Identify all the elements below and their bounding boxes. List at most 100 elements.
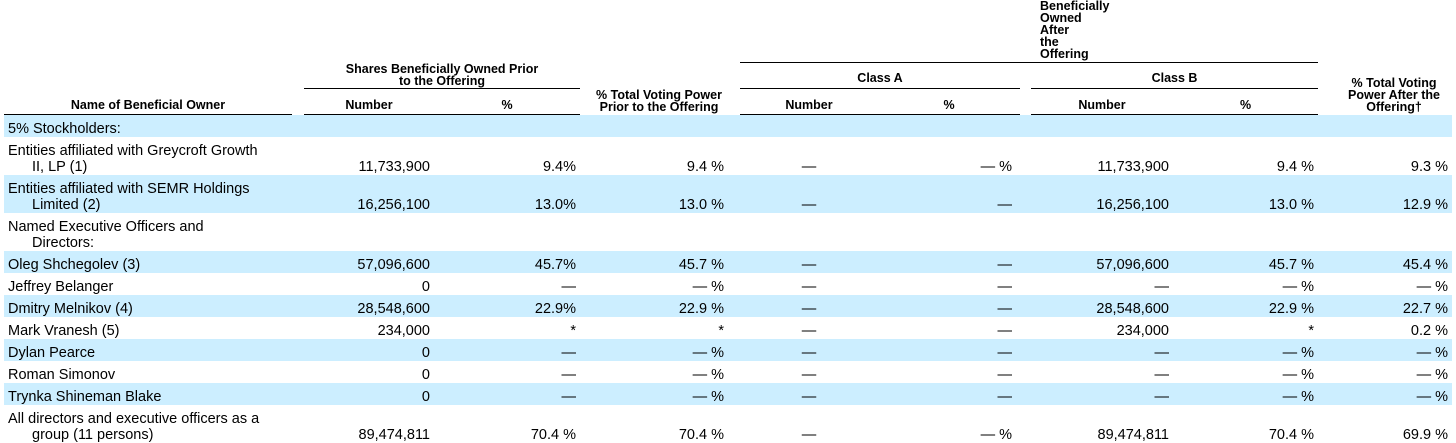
owner-name-cell: Trynka Shineman Blake <box>4 382 292 405</box>
owner-name-cell: Named Executive Officers and Directors: <box>4 213 292 251</box>
class-b-number-cell: — <box>1154 366 1170 383</box>
spacer-cell <box>580 137 590 175</box>
voting-prior-cell: — % <box>692 278 724 295</box>
table-body: 5% Stockholders: Entities affiliated with… <box>4 114 1453 443</box>
after-offering-group-header: Beneficially Owned After the Offering <box>740 0 1319 63</box>
spacer-cell <box>728 338 740 361</box>
class-b-percent-cell: 22.9 % <box>1173 294 1319 317</box>
prior-number-cell: 0 <box>304 382 434 405</box>
owner-name: All directors and executive officers as … <box>8 410 260 427</box>
spacer-cell <box>1318 174 1329 213</box>
prior-percent-cell <box>434 213 580 251</box>
prior-percent-cell: — <box>561 278 577 295</box>
prior-percent-cell: — <box>434 338 580 361</box>
voting-after-cell <box>1328 213 1452 251</box>
prior-number-header: Number <box>304 88 434 115</box>
voting-power-after-header: % Total Voting Power After the Offering† <box>1348 75 1440 114</box>
spacer-cell <box>1318 114 1329 137</box>
class-b-percent-cell: — % <box>1173 338 1319 361</box>
voting-prior-cell: 22.9 % <box>590 294 728 317</box>
class-a-number-cell: — <box>740 250 878 273</box>
owner-name-cell: 5% Stockholders: <box>4 114 292 137</box>
class-a-percent-cell <box>878 213 1020 251</box>
class-b-number-cell: 16,256,100 <box>1031 174 1173 213</box>
voting-after-cell: 9.3 % <box>1410 158 1449 175</box>
spacer-cell <box>728 317 740 339</box>
voting-after-cell: — % <box>1416 278 1449 295</box>
owner-name: Entities affiliated with Greycroft Growt… <box>8 142 258 159</box>
prior-number-cell: 0 <box>304 338 434 361</box>
spacer-cell <box>728 250 740 273</box>
table-row: Trynka Shineman Blake 0— — % — — — — % — % <box>4 382 1453 405</box>
prior-number-cell: 0 <box>421 366 430 383</box>
class-b-percent-cell <box>1173 114 1319 137</box>
spacer-cell <box>292 137 304 175</box>
prior-percent-cell: 22.9% <box>434 294 580 317</box>
class-a-percent-cell: — <box>997 278 1013 295</box>
spacer-cell <box>1318 250 1329 273</box>
table-row: Jeffrey Belanger 0 — — % — — — — % — % <box>4 273 1452 295</box>
owner-name-cell: Oleg Shchegolev (3) <box>4 250 292 273</box>
owner-name: Trynka Shineman Blake <box>8 388 162 405</box>
class-b-number-cell: 57,096,600 <box>1031 250 1173 273</box>
owner-name-cell: Dmitry Melnikov (4) <box>4 294 292 317</box>
table-row: Mark Vranesh (5) 234,000 * * — — 234,000 * 0.2 % <box>4 317 1452 339</box>
voting-prior-cell: — % <box>590 382 728 405</box>
class-b-percent-cell: — % <box>1173 382 1319 405</box>
owner-name-cell: Mark Vranesh (5) <box>4 317 292 339</box>
class-a-number-cell: — <box>801 322 817 339</box>
class-a-number-header: Number <box>740 88 878 115</box>
voting-after-cell: 45.4 % <box>1328 250 1453 273</box>
voting-after-cell <box>1328 114 1453 137</box>
owner-name: 5% Stockholders: <box>8 120 121 137</box>
class-b-number-cell <box>1031 213 1173 251</box>
spacer-cell <box>728 137 740 175</box>
spacer-cell <box>292 382 304 405</box>
spacer-cell <box>580 294 590 317</box>
owner-name: Mark Vranesh (5) <box>8 322 120 339</box>
class-b-percent-cell: 13.0 % <box>1173 174 1319 213</box>
owner-name: Oleg Shchegolev (3) <box>8 256 141 273</box>
prior-percent-cell: * <box>570 322 576 339</box>
spacer-cell <box>580 338 590 361</box>
class-a-percent-cell: — % <box>980 158 1012 175</box>
class-b-number-cell: — <box>1154 278 1170 295</box>
class-a-percent-cell: — <box>878 338 1020 361</box>
table-row: Dmitry Melnikov (4) 28,548,600 22.9% 22.9 %… <box>4 294 1453 317</box>
prior-number-cell: 0 <box>421 278 430 295</box>
voting-prior-cell: 9.4 % <box>686 158 724 175</box>
class-b-number-cell <box>1031 114 1173 137</box>
prior-percent-header: % <box>434 88 580 115</box>
prior-number-cell: 28,548,600 <box>304 294 434 317</box>
owner-name: Jeffrey Belanger <box>8 278 114 295</box>
spacer-cell <box>292 174 304 213</box>
spacer-cell <box>1318 294 1329 317</box>
class-a-percent-cell: — <box>878 382 1020 405</box>
spacer-cell <box>1020 382 1031 405</box>
spacer-cell <box>292 361 304 383</box>
voting-power-prior-header: % Total Voting Power Prior to the Offeri… <box>596 87 722 114</box>
owner-name: Named Executive Officers and <box>8 218 204 235</box>
prior-number-cell <box>304 114 434 137</box>
spacer-cell <box>1318 273 1328 295</box>
class-b-percent-cell: — % <box>1282 366 1315 383</box>
prior-percent-cell: — <box>561 366 577 383</box>
spacer-cell <box>1020 361 1031 383</box>
spacer-cell <box>1020 338 1031 361</box>
spacer-cell <box>1318 382 1329 405</box>
prior-number-cell: 234,000 <box>377 322 430 339</box>
spacer-cell <box>1318 317 1328 339</box>
table-row: Entities affiliated with Greycroft Growt… <box>4 137 1452 175</box>
table-header: Beneficially Owned After the Offering Sh… <box>4 0 1452 115</box>
class-a-percent-cell: — <box>878 294 1020 317</box>
spacer-cell <box>1020 294 1031 317</box>
voting-after-cell: — % <box>1328 338 1453 361</box>
class-a-percent-cell: — <box>878 174 1020 213</box>
owner-name-continued: II, LP (1) <box>32 158 88 175</box>
voting-prior-cell: * <box>718 322 724 339</box>
spacer-cell <box>292 250 304 273</box>
spacer-cell <box>580 361 590 383</box>
owner-name-cell: Dylan Pearce <box>4 338 292 361</box>
class-b-percent-header: % <box>1173 88 1319 115</box>
table-row: Entities affiliated with SEMR Holdings Li… <box>4 174 1453 213</box>
